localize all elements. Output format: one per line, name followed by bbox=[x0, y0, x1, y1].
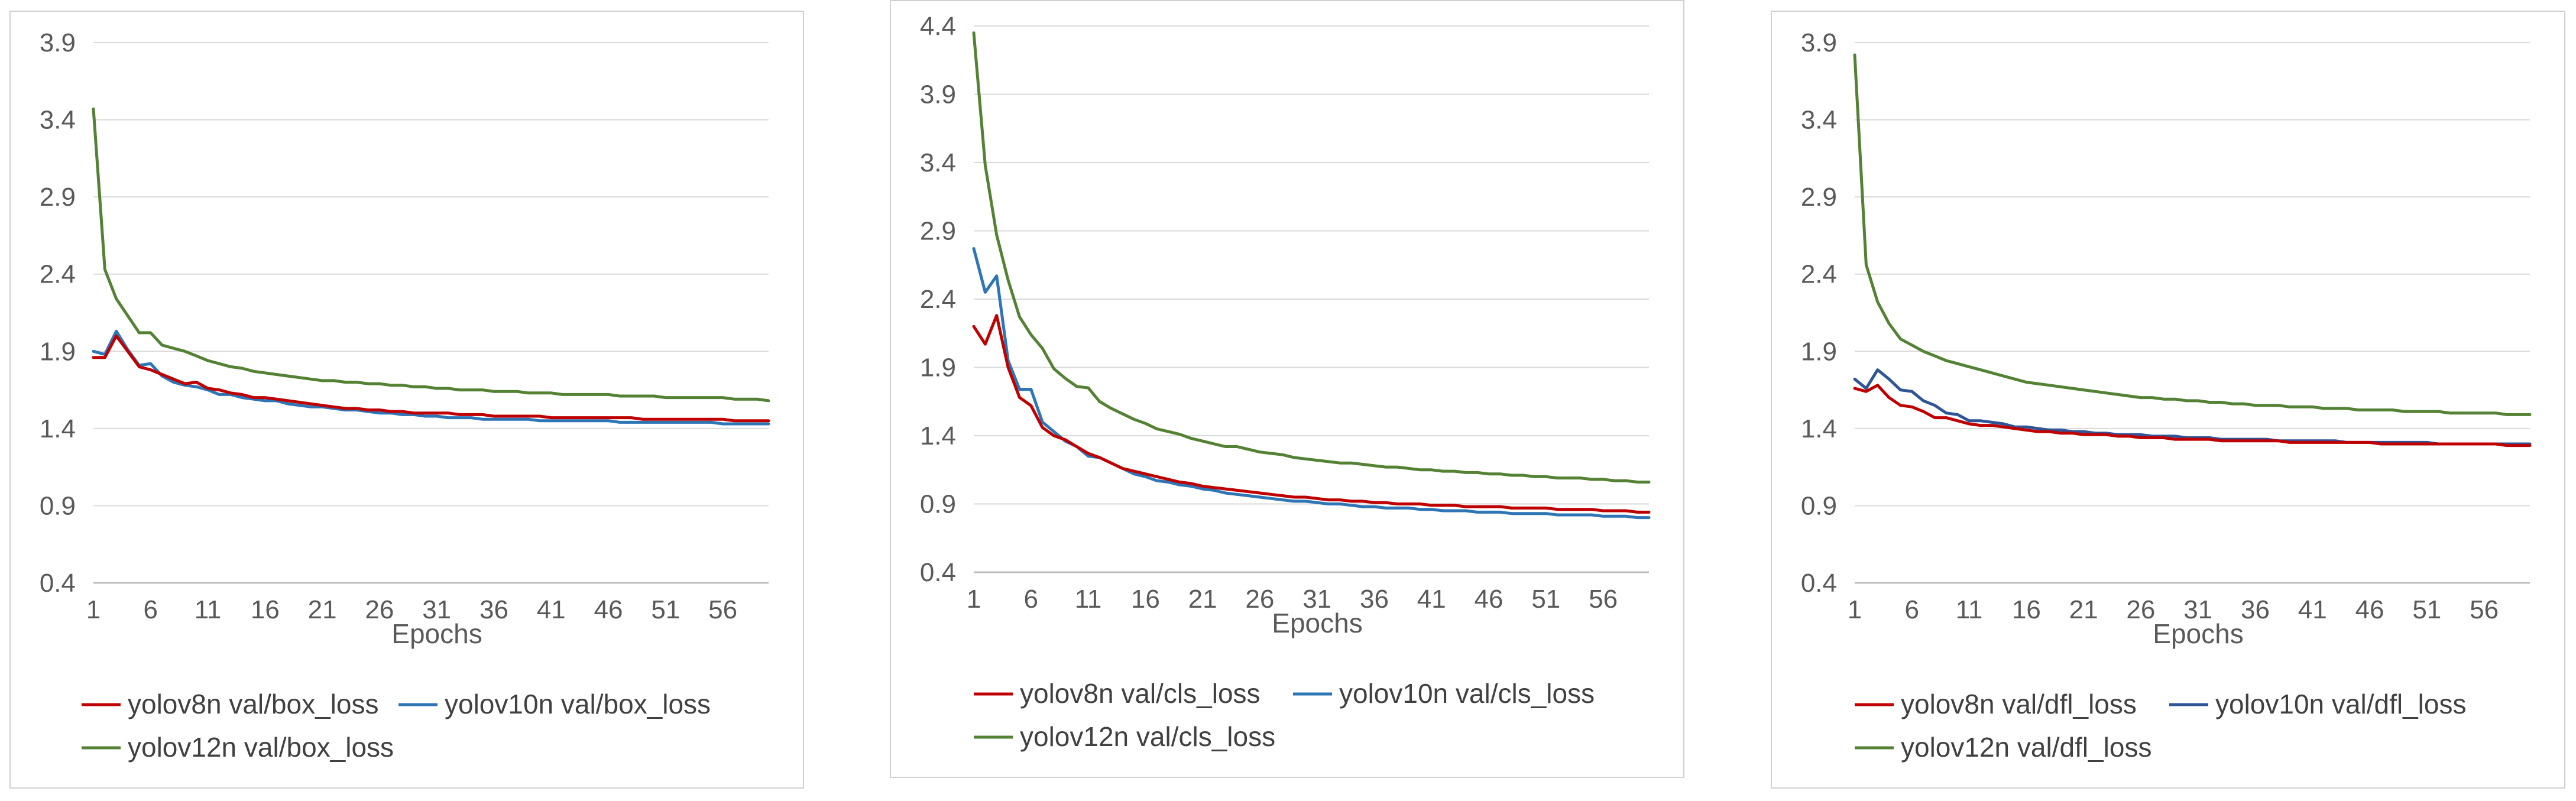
x-tick-label: 41 bbox=[1417, 585, 1446, 614]
y-tick-label: 3.4 bbox=[920, 148, 956, 177]
box-loss-chart: 0.40.91.41.92.42.93.43.91 6 11 16 21 26 31 36 41… bbox=[40, 28, 770, 763]
x-axis-title: Epochs bbox=[1272, 608, 1362, 638]
y-tick-label: 3.9 bbox=[1801, 28, 1837, 57]
x-tick-label: 51 bbox=[2412, 595, 2441, 624]
x-tick-label: 36 bbox=[479, 595, 508, 624]
x-tick-label: 26 bbox=[2126, 595, 2155, 624]
x-tick-label: 6 bbox=[1024, 585, 1038, 614]
dfl-loss-chart: 0.40.91.41.92.42.93.43.91 6 11 16 21 26 31 36 41… bbox=[1801, 28, 2532, 763]
series-line bbox=[972, 314, 1651, 514]
x-tick-label: 36 bbox=[2241, 595, 2270, 624]
x-tick-label: 11 bbox=[195, 595, 222, 624]
y-tick-label: 0.9 bbox=[1801, 491, 1837, 520]
series-line bbox=[972, 247, 1651, 520]
x-tick-label: 21 bbox=[1188, 585, 1217, 614]
cls-loss-chart-panel: 0.4 0.9 1.4 1.9 2.4 2.9 3.4 3.9 4.4 1 6 11 16 21 26 31 3… bbox=[890, 0, 1684, 778]
series-line bbox=[92, 107, 770, 403]
x-axis-title: Epochs bbox=[2153, 618, 2243, 649]
legend-label: yolov8n val/dfl_loss bbox=[1901, 689, 2137, 719]
y-tick-label: 3.4 bbox=[1801, 106, 1837, 135]
x-tick-label: 11 bbox=[1075, 585, 1102, 614]
y-tick-label: 2.4 bbox=[920, 285, 956, 314]
x-tick-label: 51 bbox=[651, 595, 680, 624]
y-tick-label: 1.4 bbox=[1801, 414, 1837, 443]
x-tick-label: 36 bbox=[1360, 585, 1389, 614]
y-tick-label: 3.9 bbox=[920, 80, 956, 109]
legend-label: yolov10n val/dfl_loss bbox=[2215, 689, 2466, 719]
y-tick-label: 2.9 bbox=[40, 183, 76, 212]
y-tick-label: 3.9 bbox=[40, 28, 76, 57]
x-tick-label: 16 bbox=[2012, 595, 2041, 624]
x-tick-label: 21 bbox=[2069, 595, 2098, 624]
x-tick-label: 56 bbox=[1589, 585, 1618, 614]
x-axis-title: Epochs bbox=[391, 618, 482, 649]
x-tick-label: 41 bbox=[537, 595, 566, 624]
y-tick-label: 4.4 bbox=[920, 12, 956, 41]
x-tick-label: 1 bbox=[1848, 595, 1862, 624]
x-tick-label: 1 bbox=[967, 585, 981, 614]
x-tick-label: 46 bbox=[2355, 595, 2384, 624]
x-tick-label: 31 bbox=[422, 595, 451, 624]
series-line bbox=[1853, 368, 2532, 446]
x-tick-label: 51 bbox=[1531, 585, 1560, 614]
y-tick-label: 0.4 bbox=[40, 569, 76, 598]
legend-label: yolov10n val/cls_loss bbox=[1339, 678, 1595, 709]
x-tick-label: 41 bbox=[2298, 595, 2327, 624]
y-tick-label: 2.4 bbox=[40, 260, 76, 289]
y-tick-label: 1.9 bbox=[1801, 337, 1837, 366]
legend-label: yolov12n val/box_loss bbox=[128, 732, 394, 763]
y-tick-label: 1.4 bbox=[40, 414, 76, 443]
x-tick-label: 46 bbox=[1475, 585, 1504, 614]
x-tick-label: 56 bbox=[708, 595, 737, 624]
x-tick-label: 16 bbox=[1131, 585, 1160, 614]
y-tick-label: 1.9 bbox=[920, 354, 956, 382]
x-tick-label: 26 bbox=[1245, 585, 1274, 614]
legend-label: yolov8n val/box_loss bbox=[128, 689, 378, 719]
x-tick-label: 56 bbox=[2470, 595, 2499, 624]
y-tick-label: 3.4 bbox=[40, 106, 76, 135]
legend-label: yolov8n val/cls_loss bbox=[1020, 678, 1261, 709]
series-line bbox=[92, 334, 770, 423]
x-tick-label: 6 bbox=[1905, 595, 1919, 624]
x-tick-label: 1 bbox=[86, 595, 101, 624]
y-tick-label: 1.9 bbox=[40, 337, 76, 366]
y-tick-label: 0.9 bbox=[920, 490, 956, 519]
cls-loss-chart: 0.40.91.41.92.42.93.43.94.41 6 11 16 21 26 31 3… bbox=[920, 12, 1651, 752]
x-tick-label: 11 bbox=[1956, 595, 1983, 624]
x-tick-label: 31 bbox=[2183, 595, 2212, 624]
x-tick-label: 6 bbox=[144, 595, 158, 624]
y-tick-label: 2.4 bbox=[1801, 260, 1837, 289]
series-line bbox=[1853, 384, 2532, 447]
x-tick-label: 26 bbox=[365, 595, 394, 624]
y-tick-label: 0.4 bbox=[920, 558, 956, 587]
legend-label: yolov10n val/box_loss bbox=[445, 689, 711, 719]
legend-label: yolov12n val/dfl_loss bbox=[1901, 732, 2151, 763]
y-tick-label: 0.4 bbox=[1801, 569, 1837, 598]
legend-label: yolov12n val/cls_loss bbox=[1020, 721, 1275, 752]
box-loss-chart-panel: 0.4 0.9 1.4 1.9 2.4 2.9 3.4 3.9 1 6 11 16 21 26 31 36 41… bbox=[9, 11, 804, 789]
series-line bbox=[1853, 53, 2532, 416]
y-tick-label: 2.9 bbox=[920, 217, 956, 246]
x-tick-label: 31 bbox=[1302, 585, 1331, 614]
dfl-loss-chart-panel: 0.4 0.9 1.4 1.9 2.4 2.9 3.4 3.9 1 6 11 16 21 26 31 36 41… bbox=[1771, 11, 2565, 789]
x-tick-label: 46 bbox=[594, 595, 623, 624]
x-tick-label: 16 bbox=[251, 595, 280, 624]
series-line bbox=[972, 31, 1651, 484]
series-line bbox=[92, 329, 770, 426]
y-tick-label: 0.9 bbox=[40, 491, 76, 520]
x-tick-label: 21 bbox=[308, 595, 337, 624]
y-tick-label: 1.4 bbox=[920, 421, 956, 450]
y-tick-label: 2.9 bbox=[1801, 183, 1837, 212]
